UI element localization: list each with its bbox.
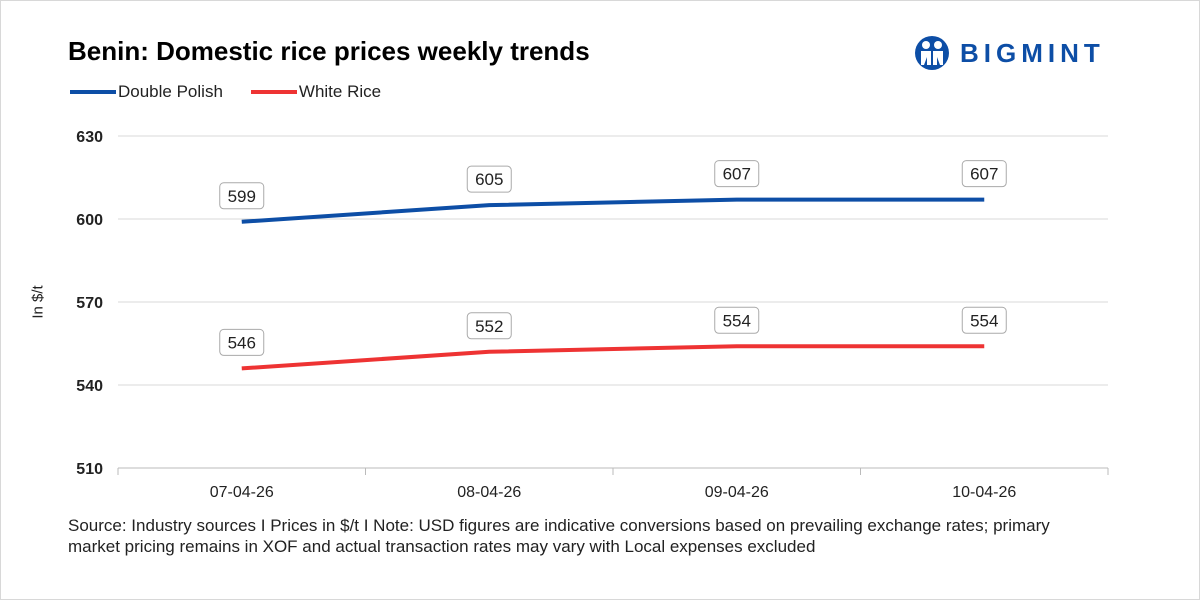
chart-title: Benin: Domestic rice prices weekly trend…: [68, 36, 590, 66]
data-label-box: [714, 160, 760, 188]
x-tick-label: 09-04-26: [705, 484, 769, 501]
x-tick-label: 08-04-26: [457, 484, 521, 501]
legend-label: White Rice: [298, 82, 382, 101]
series-line-double-polish: [241, 197, 985, 224]
data-label: 599: [228, 187, 256, 206]
data-label-box: [466, 165, 512, 193]
legend-item-white-rice: White Rice: [250, 82, 382, 102]
data-label: 605: [475, 170, 503, 189]
logo-icon: [915, 36, 949, 70]
y-tick-label: 600: [76, 212, 103, 229]
data-label-box: [466, 312, 512, 340]
data-label: 546: [228, 333, 256, 352]
data-label: 607: [723, 165, 751, 184]
y-tick-label: 510: [76, 461, 103, 478]
data-label: 554: [723, 311, 751, 330]
legend-swatch: [250, 90, 297, 94]
source-note: Source: Industry sources I Prices in $/t…: [68, 516, 1050, 556]
data-label-box: [714, 306, 760, 334]
series-line-white-rice: [241, 344, 985, 371]
legend-swatch: [70, 90, 116, 94]
x-tick-label: 10-04-26: [952, 484, 1016, 501]
legend-item-double-polish: Double Polish: [70, 82, 223, 102]
y-tick-label: 630: [76, 129, 103, 146]
data-label: 607: [970, 165, 998, 184]
logo-text: BIGMINT: [960, 37, 1105, 68]
data-label-box: [219, 328, 265, 356]
data-label-box: [219, 182, 265, 210]
y-tick-label: 540: [76, 378, 103, 395]
data-label: 552: [475, 317, 503, 336]
x-tick-label: 07-04-26: [210, 484, 274, 501]
y-tick-label: 570: [76, 295, 103, 312]
legend-label: Double Polish: [118, 82, 223, 101]
data-label-box: [961, 306, 1007, 334]
data-label: 554: [970, 311, 998, 330]
bigmint-logo: BIGMINT: [914, 35, 1105, 71]
data-label-box: [961, 160, 1007, 188]
legend: Double Polish White Rice: [70, 82, 409, 102]
